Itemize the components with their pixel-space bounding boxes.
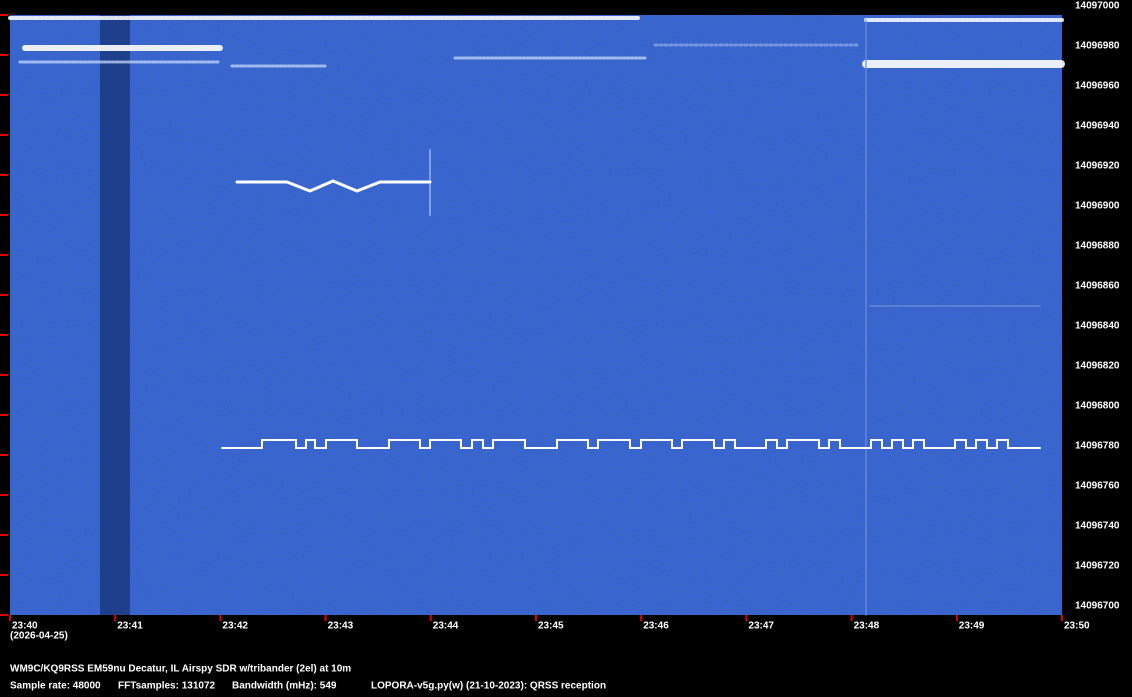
x-tick-label: 23:45	[538, 621, 564, 632]
x-tick-label: 23:49	[959, 621, 985, 632]
y-tick-label: 14096900	[1075, 201, 1120, 212]
sample-rate: Sample rate: 48000	[10, 681, 101, 692]
y-tick-label: 14096920	[1075, 161, 1120, 172]
y-tick-label: 14096960	[1075, 81, 1120, 92]
y-tick-label: 14096840	[1075, 321, 1120, 332]
y-tick-label: 14096700	[1075, 601, 1120, 612]
software: LOPORA-v5g.py(w) (21-10-2023): QRSS rece…	[371, 681, 606, 692]
x-tick-label: 23:41	[117, 621, 143, 632]
x-tick-label: 23:46	[643, 621, 669, 632]
date-label: (2026-04-25)	[10, 631, 68, 642]
y-tick-label: 14096760	[1075, 481, 1120, 492]
y-tick-label: 14096880	[1075, 241, 1120, 252]
y-tick-label: 14096740	[1075, 521, 1120, 532]
y-tick-label: 14096780	[1075, 441, 1120, 452]
fsk-cw-signal	[221, 439, 1041, 449]
y-tick-label: 14096980	[1075, 41, 1120, 52]
x-tick-label: 23:47	[748, 621, 774, 632]
x-tick-label: 23:40	[12, 621, 38, 632]
signals	[8, 16, 1066, 616]
fft-samples: FFTsamples: 131072	[118, 681, 216, 692]
y-tick-label: 14097000	[1075, 1, 1120, 12]
y-tick-label: 14096720	[1075, 561, 1120, 572]
dark-band	[100, 15, 130, 615]
bandwidth: Bandwidth (mHz): 549	[232, 681, 337, 692]
carrier	[18, 56, 647, 68]
x-tick-label: 23:44	[433, 621, 459, 632]
y-tick-label: 14096820	[1075, 361, 1120, 372]
top-band	[8, 16, 1064, 22]
x-tick-label: 23:50	[1064, 621, 1090, 632]
y-tick-label: 14096940	[1075, 121, 1120, 132]
noise	[10, 15, 1062, 615]
x-tick-label: 23:42	[222, 621, 248, 632]
y-tick-label: 14096800	[1075, 401, 1120, 412]
y-tick-label: 14096860	[1075, 281, 1120, 292]
station-label: WM9C/KQ9RSS EM59nu Decatur, IL Airspy SD…	[10, 664, 351, 675]
x-tick-label: 23:43	[328, 621, 354, 632]
fsk-signal	[235, 179, 432, 193]
x-tick-label: 23:48	[854, 621, 880, 632]
